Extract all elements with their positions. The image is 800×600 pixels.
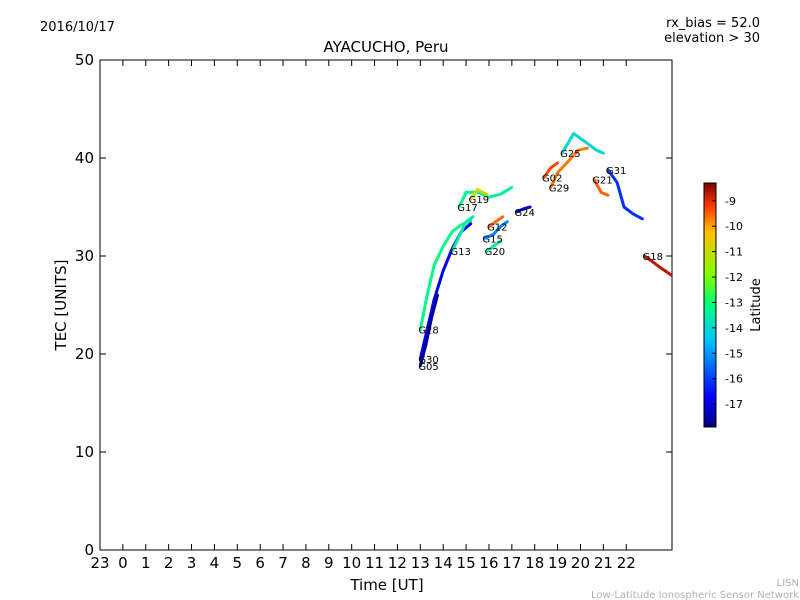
x-tick-label: 17 bbox=[502, 554, 521, 572]
colorbar-tick-label: -11 bbox=[725, 246, 743, 259]
colorbar-tick-label: -17 bbox=[725, 398, 743, 411]
x-tick-label: 21 bbox=[594, 554, 613, 572]
label-g19: G19 bbox=[469, 195, 489, 206]
label-g02: G02 bbox=[542, 174, 562, 185]
x-axis-label: Time [UT] bbox=[349, 576, 423, 594]
x-tick-label: 4 bbox=[210, 554, 220, 572]
plot-frame bbox=[99, 59, 673, 551]
network-label: Low-Latitude Ionospheric Sensor Network bbox=[591, 590, 799, 600]
colorbar-tick-label: -16 bbox=[725, 373, 743, 386]
y-tick-label: 50 bbox=[75, 51, 94, 69]
x-tick-label: 12 bbox=[388, 554, 407, 572]
x-tick-label: 19 bbox=[548, 554, 567, 572]
colorbar-tick-label: -14 bbox=[725, 322, 743, 335]
x-tick-label: 5 bbox=[233, 554, 243, 572]
label-g30: G30 bbox=[418, 355, 438, 366]
x-axis: 23 0 1 2 3 4 5 6 7 8 9 10 11 12 13 14 15 16 17 18 19 20 21 22 bbox=[90, 60, 636, 572]
x-tick-label: 22 bbox=[617, 554, 636, 572]
x-tick-label: 10 bbox=[342, 554, 361, 572]
x-tick-label: 9 bbox=[324, 554, 334, 572]
series-g24 bbox=[514, 205, 532, 214]
label-g21: G21 bbox=[592, 176, 612, 187]
series-g13 bbox=[450, 215, 475, 253]
x-tick-label: 23 bbox=[90, 554, 109, 572]
label-g29: G29 bbox=[549, 183, 569, 194]
x-tick-label: 11 bbox=[365, 554, 384, 572]
series-g19 bbox=[469, 187, 489, 201]
series-g05 bbox=[418, 293, 439, 368]
label-g05: G05 bbox=[418, 362, 438, 373]
label-g17: G17 bbox=[457, 203, 477, 214]
series-g12 bbox=[487, 215, 505, 229]
colorbar-tick-label: -12 bbox=[725, 271, 743, 284]
label-g15: G15 bbox=[482, 234, 502, 245]
y-tick-label: 0 bbox=[84, 541, 94, 559]
label-g31: G31 bbox=[606, 166, 626, 177]
lisn-label: LISN bbox=[777, 578, 799, 589]
series-layer bbox=[418, 132, 672, 368]
label-g25: G25 bbox=[560, 149, 580, 160]
rx-bias-label: rx_bias = 52.0 bbox=[666, 16, 760, 31]
series-g25 bbox=[560, 132, 605, 155]
label-g13: G13 bbox=[450, 247, 470, 258]
series-g17 bbox=[457, 185, 514, 209]
label-g12: G12 bbox=[487, 223, 507, 234]
series-g15 bbox=[482, 220, 509, 240]
y-tick-label: 20 bbox=[75, 345, 94, 363]
colorbar-tick-label: -13 bbox=[725, 296, 743, 309]
date-label: 2016/10/17 bbox=[40, 20, 115, 35]
y-tick-label: 40 bbox=[75, 149, 94, 167]
x-tick-label: 3 bbox=[187, 554, 197, 572]
y-tick-label: 30 bbox=[75, 247, 94, 265]
x-tick-label: 8 bbox=[301, 554, 311, 572]
x-tick-label: 14 bbox=[434, 554, 453, 572]
series-g02 bbox=[542, 161, 560, 180]
series-g29 bbox=[549, 146, 589, 189]
colorbar-tick-label: -10 bbox=[725, 220, 743, 233]
chart-title: AYACUCHO, Peru bbox=[323, 38, 448, 56]
series-g20 bbox=[485, 239, 502, 253]
y-tick-label: 10 bbox=[75, 443, 94, 461]
x-tick-label: 7 bbox=[278, 554, 288, 572]
x-tick-label: 16 bbox=[479, 554, 498, 572]
colorbar-label: Latitude bbox=[749, 278, 764, 332]
label-g20: G20 bbox=[485, 247, 505, 258]
colorbar-tick-label: -9 bbox=[725, 195, 736, 208]
label-g28: G28 bbox=[418, 326, 438, 337]
x-tick-label: 13 bbox=[411, 554, 430, 572]
x-tick-label: 0 bbox=[118, 554, 128, 572]
x-tick-label: 18 bbox=[525, 554, 544, 572]
x-tick-label: 1 bbox=[141, 554, 151, 572]
colorbar bbox=[703, 182, 717, 428]
x-tick-label: 2 bbox=[164, 554, 174, 572]
colorbar-tick-label: -15 bbox=[725, 347, 743, 360]
series-g21 bbox=[592, 178, 610, 197]
elevation-label: elevation > 30 bbox=[664, 31, 760, 46]
y-axis: 0 10 20 30 40 50 bbox=[75, 51, 672, 559]
x-tick-label: 15 bbox=[457, 554, 476, 572]
series-g18 bbox=[643, 254, 672, 278]
y-axis-label: TEC [UNITS] bbox=[52, 260, 70, 352]
label-g18: G18 bbox=[643, 252, 663, 263]
x-tick-label: 20 bbox=[571, 554, 590, 572]
colorbar-ticks: -9 -10 -11 -12 -13 -14 -15 -16 -17 bbox=[712, 195, 743, 411]
series-g28 bbox=[418, 219, 473, 331]
x-tick-label: 6 bbox=[255, 554, 265, 572]
series-g31 bbox=[606, 168, 644, 221]
label-g24: G24 bbox=[514, 208, 534, 219]
